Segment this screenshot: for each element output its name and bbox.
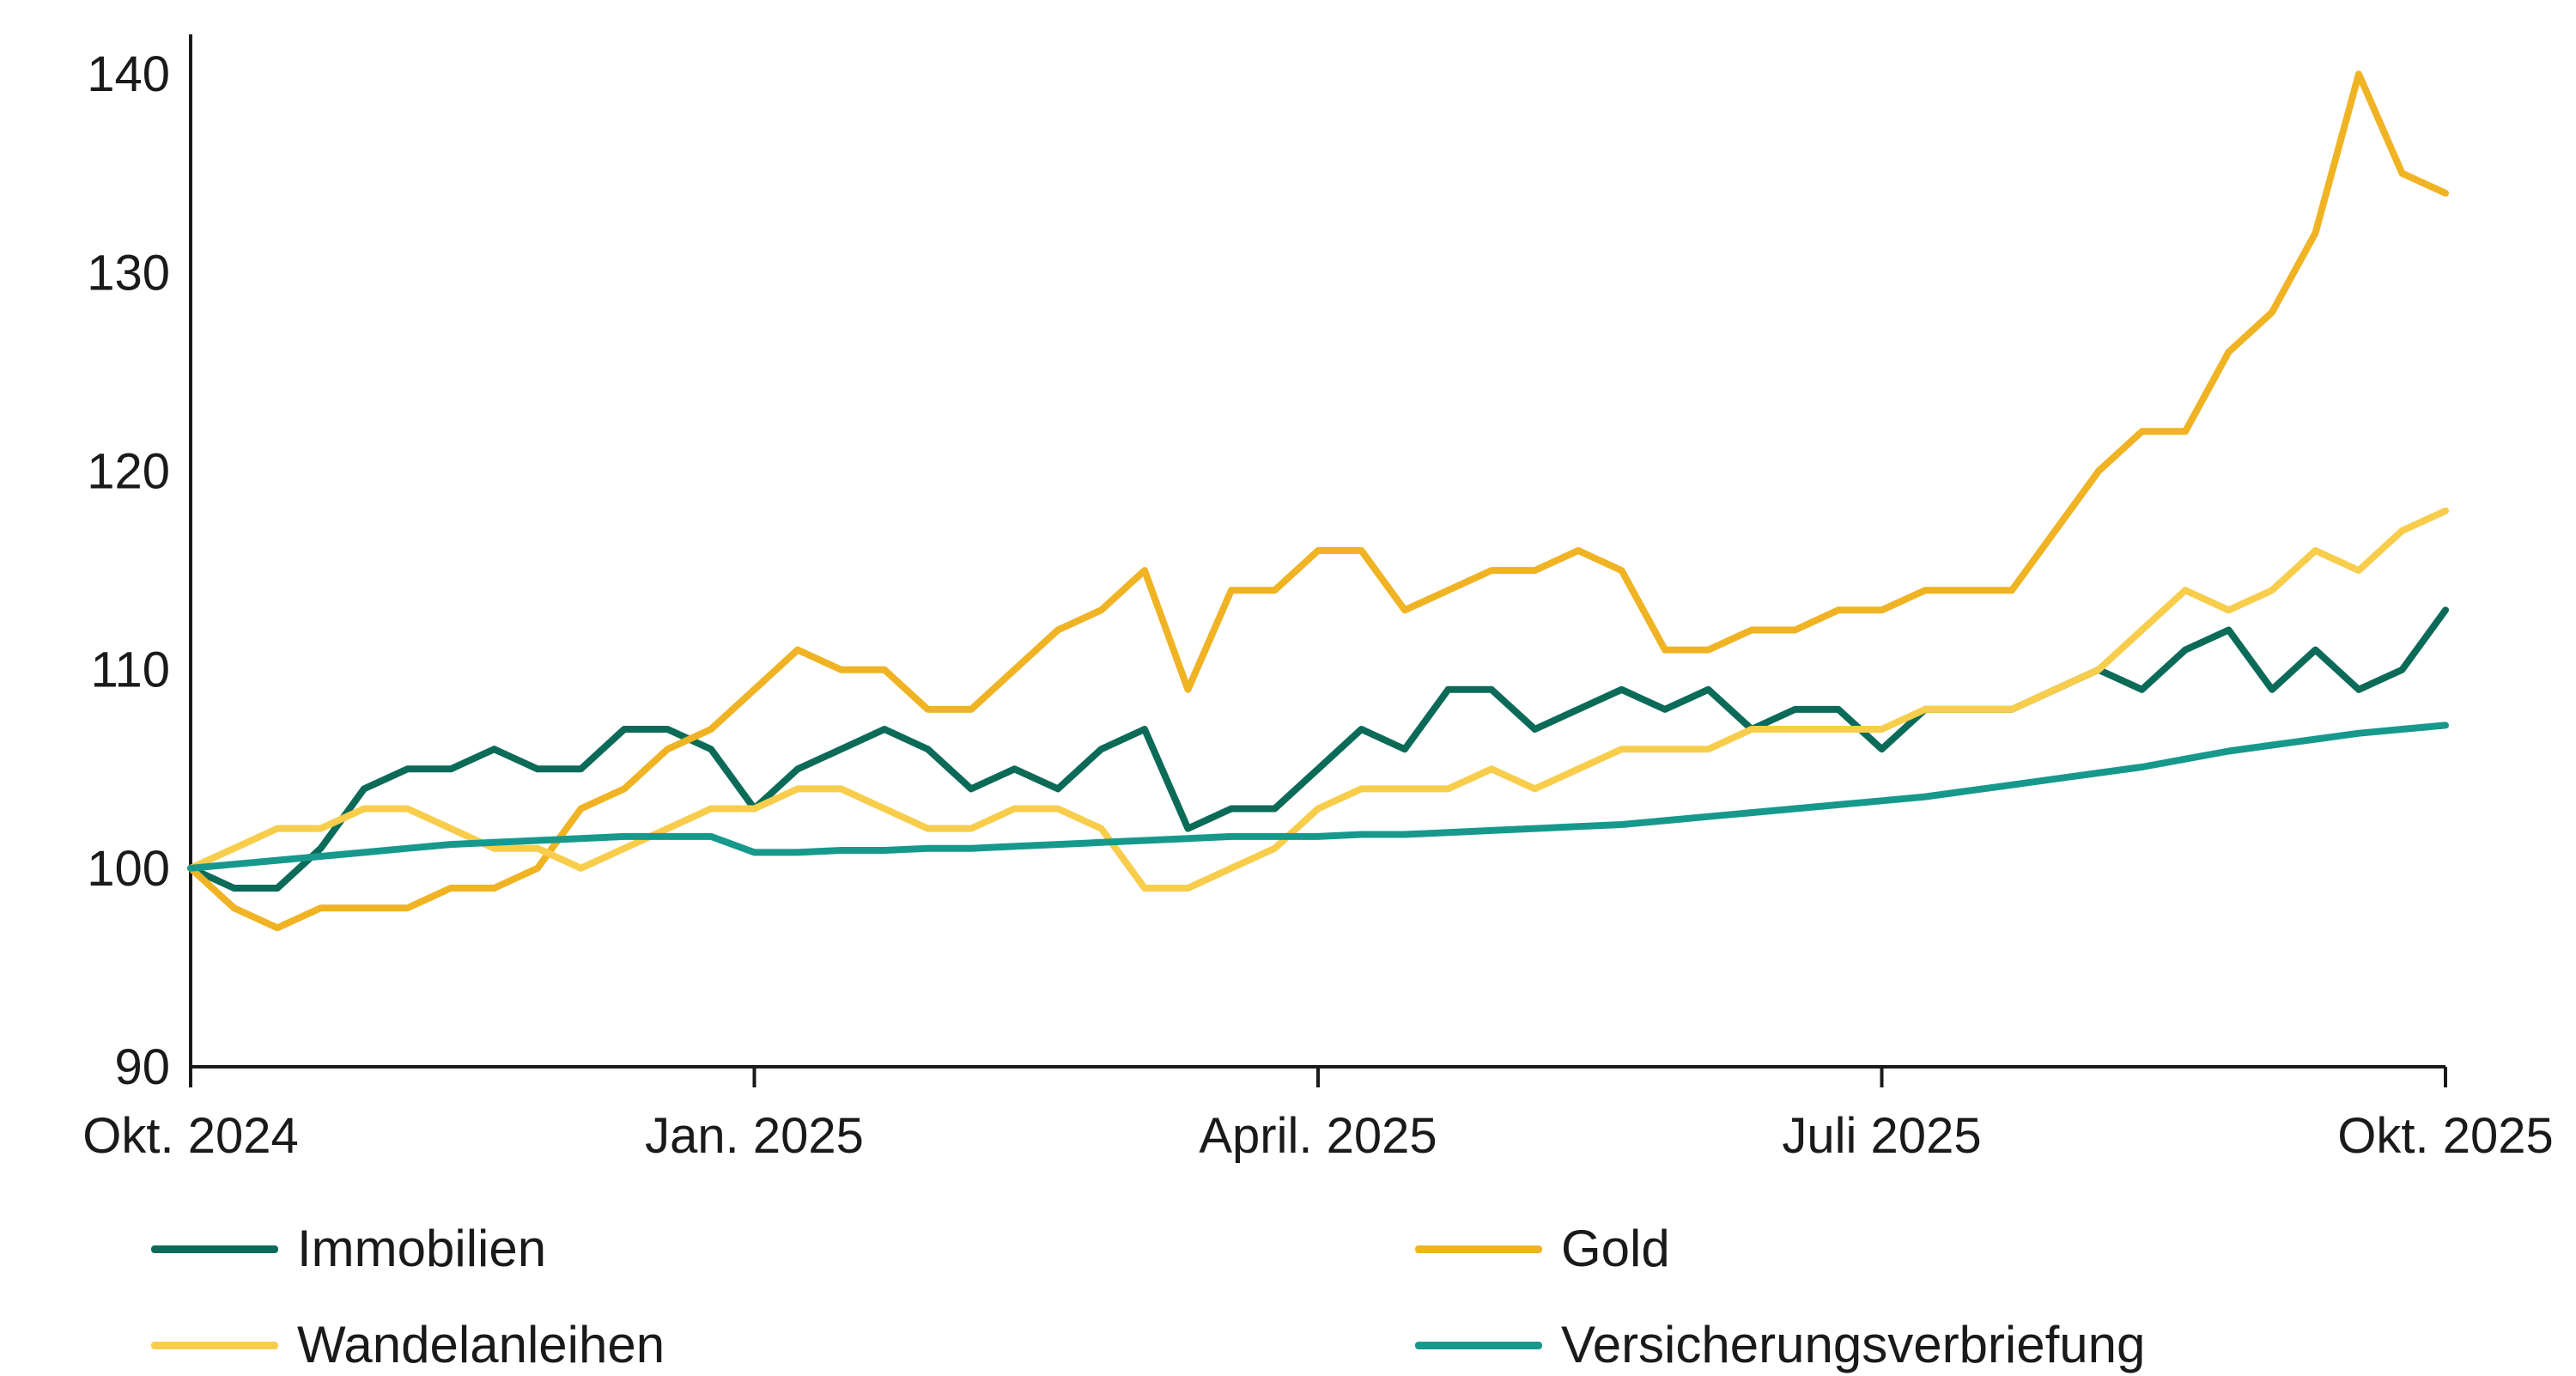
series-line-wandelanleihen	[187, 507, 2449, 892]
y-tick-label: 140	[87, 46, 170, 102]
y-tick-label: 110	[91, 642, 170, 698]
y-tick-label: 130	[87, 245, 170, 301]
x-tick-label: April. 2025	[1199, 1108, 1437, 1164]
x-ticks: Okt. 2024 Jan. 2025 April. 2025 Juli 2025 Ok…	[82, 1067, 2554, 1164]
y-tick-label: 120	[87, 444, 170, 500]
y-ticks: 90 100 110 120 130 140	[87, 46, 170, 1095]
x-tick-label: Okt. 2024	[82, 1108, 298, 1164]
series-line-gold	[187, 70, 2449, 932]
x-tick-label: Juli 2025	[1782, 1108, 1981, 1164]
y-tick-label: 90	[114, 1039, 170, 1095]
series-line-versicherungsverbriefung	[187, 721, 2449, 872]
x-tick-label: Okt. 2025	[2337, 1108, 2553, 1164]
x-tick-label: Jan. 2025	[645, 1108, 864, 1164]
y-tick-label: 100	[87, 841, 170, 897]
series-lines	[187, 70, 2449, 932]
